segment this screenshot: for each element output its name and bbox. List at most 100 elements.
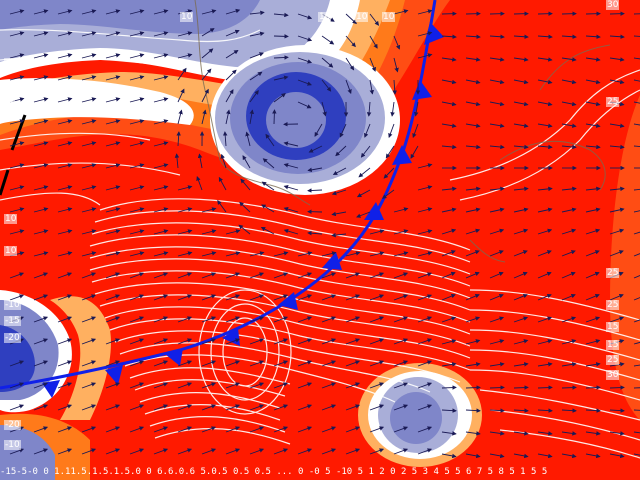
wind-arrow bbox=[217, 199, 227, 213]
wind-arrow bbox=[9, 360, 25, 367]
wind-arrow bbox=[33, 185, 49, 191]
wind-arrow bbox=[369, 360, 385, 367]
wind-arrow bbox=[273, 404, 289, 411]
wind-arrow bbox=[383, 167, 395, 179]
wind-arrow bbox=[33, 163, 49, 169]
wind-arrow bbox=[417, 185, 433, 191]
wind-arrow bbox=[105, 75, 121, 81]
white-stripe bbox=[0, 78, 194, 125]
wind-arrow bbox=[321, 382, 337, 389]
wind-arrow bbox=[369, 57, 376, 72]
wind-arrow bbox=[153, 75, 169, 81]
wind-arrow bbox=[9, 9, 25, 15]
wind-arrow bbox=[262, 158, 275, 169]
wind-arrow bbox=[513, 271, 528, 279]
wind-arrow bbox=[561, 207, 577, 213]
wind-arrow bbox=[537, 362, 553, 367]
wind-arrow bbox=[249, 109, 254, 125]
wind-arrow bbox=[129, 163, 145, 169]
wind-arrow bbox=[308, 145, 323, 153]
wind-arrow bbox=[177, 251, 193, 257]
left-label-7: -20 bbox=[4, 333, 21, 343]
wind-arrow bbox=[633, 231, 640, 235]
wind-arrow bbox=[358, 167, 371, 178]
wind-arrow bbox=[369, 338, 385, 345]
wind-arrow bbox=[153, 294, 169, 301]
wind-arrow bbox=[153, 360, 169, 367]
wind-arrow bbox=[201, 48, 214, 59]
wind-arrow bbox=[81, 272, 97, 279]
wind-arrow bbox=[585, 207, 601, 213]
wind-arrow bbox=[297, 294, 313, 301]
wind-arrow bbox=[249, 448, 265, 455]
wind-arrow bbox=[321, 294, 337, 301]
wind-arrow bbox=[585, 271, 600, 279]
wind-arrow bbox=[465, 79, 481, 85]
wind-arrow bbox=[561, 34, 577, 39]
wind-arrow bbox=[153, 251, 169, 257]
wind-arrow bbox=[345, 338, 361, 345]
wind-arrow bbox=[153, 31, 169, 37]
wind-arrow bbox=[609, 144, 625, 150]
wind-arrow bbox=[393, 57, 399, 73]
wind-arrow bbox=[177, 448, 193, 455]
wind-arrow bbox=[105, 229, 121, 235]
wind-arrow bbox=[177, 316, 193, 323]
wind-arrow bbox=[489, 79, 505, 85]
wind-arrow bbox=[225, 338, 241, 345]
wind-arrow bbox=[513, 228, 529, 235]
wind-arrow bbox=[129, 141, 145, 147]
wind-arrow bbox=[331, 211, 347, 217]
wind-arrow bbox=[585, 316, 601, 323]
wind-arrow bbox=[465, 339, 481, 345]
wind-arrow bbox=[441, 228, 457, 235]
wind-arrow bbox=[297, 79, 312, 86]
wind-arrow bbox=[265, 133, 275, 147]
wind-arrow bbox=[465, 34, 481, 39]
wind-arrow bbox=[105, 294, 121, 301]
wind-arrow bbox=[360, 145, 371, 158]
wind-arrow bbox=[393, 9, 409, 15]
wind-arrow bbox=[441, 250, 456, 257]
wind-arrow bbox=[561, 453, 577, 459]
wind-arrow bbox=[105, 31, 121, 37]
wind-arrow bbox=[201, 28, 215, 37]
mid-blue-top bbox=[0, 0, 260, 34]
wind-arrow bbox=[345, 316, 361, 323]
wind-arrow bbox=[105, 141, 121, 147]
wind-arrow bbox=[153, 229, 169, 235]
wind-arrow bbox=[561, 408, 577, 413]
wind-arrow bbox=[201, 272, 217, 279]
wind-arrow bbox=[105, 9, 121, 15]
wind-arrow bbox=[33, 141, 49, 147]
wind-arrow bbox=[81, 294, 97, 301]
wind-arrow bbox=[609, 408, 625, 413]
wind-arrow bbox=[197, 153, 203, 169]
wind-arrow bbox=[633, 210, 640, 213]
wind-arrow bbox=[245, 131, 251, 147]
wind-arrow bbox=[513, 144, 529, 150]
wind-arrow bbox=[129, 251, 145, 257]
wind-arrow bbox=[105, 404, 121, 411]
wind-arrow bbox=[561, 186, 577, 192]
wind-arrow bbox=[489, 271, 504, 279]
wind-arrow bbox=[81, 97, 97, 103]
wind-arrow bbox=[465, 362, 481, 367]
wind-arrow bbox=[441, 293, 456, 301]
wind-arrow bbox=[283, 228, 299, 235]
wind-arrow bbox=[331, 189, 347, 196]
wind-arrow bbox=[220, 153, 227, 169]
wind-arrow bbox=[249, 272, 265, 279]
top-label-3: 10 bbox=[355, 12, 369, 22]
wind-arrow bbox=[225, 316, 241, 323]
wind-arrow bbox=[57, 9, 73, 15]
wind-arrow bbox=[393, 272, 409, 279]
wind-arrow bbox=[441, 34, 457, 39]
wind-arrow bbox=[417, 316, 433, 323]
wind-arrow bbox=[633, 79, 640, 82]
wind-arrow bbox=[489, 101, 505, 107]
wind-arrow bbox=[489, 144, 505, 150]
wind-arrow bbox=[356, 189, 371, 198]
wind-arrow bbox=[561, 362, 577, 367]
wind-arrow bbox=[633, 101, 640, 104]
